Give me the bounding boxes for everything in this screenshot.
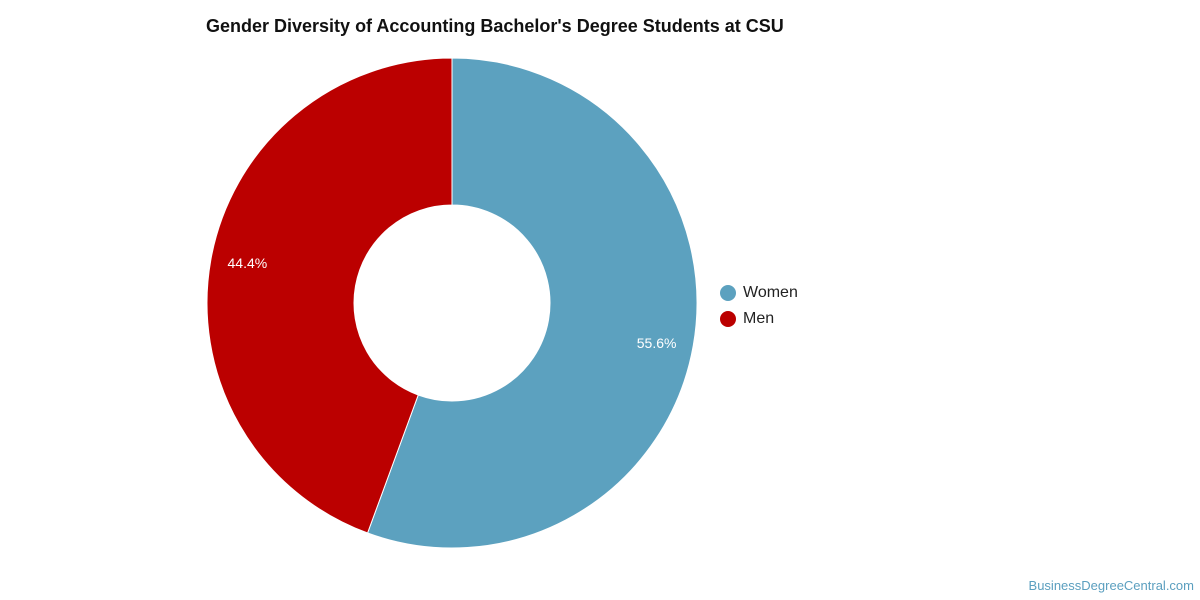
donut-slice-women[interactable] [366,57,698,549]
data-label-women: 55.6% [637,335,677,351]
chart-title: Gender Diversity of Accounting Bachelor'… [206,16,784,36]
donut-slice-men[interactable] [206,57,453,534]
legend-label-men: Men [743,310,775,327]
legend-item-men[interactable]: Men [720,306,798,332]
data-label-men: 44.4% [228,255,268,271]
source-credit-link[interactable]: BusinessDegreeCentral.com [1028,578,1194,593]
legend-item-women[interactable]: Women [720,280,798,306]
legend-swatch-women [720,285,736,301]
legend-label-women: Women [743,284,798,301]
legend: Women Men [720,280,798,332]
legend-swatch-men [720,311,736,327]
